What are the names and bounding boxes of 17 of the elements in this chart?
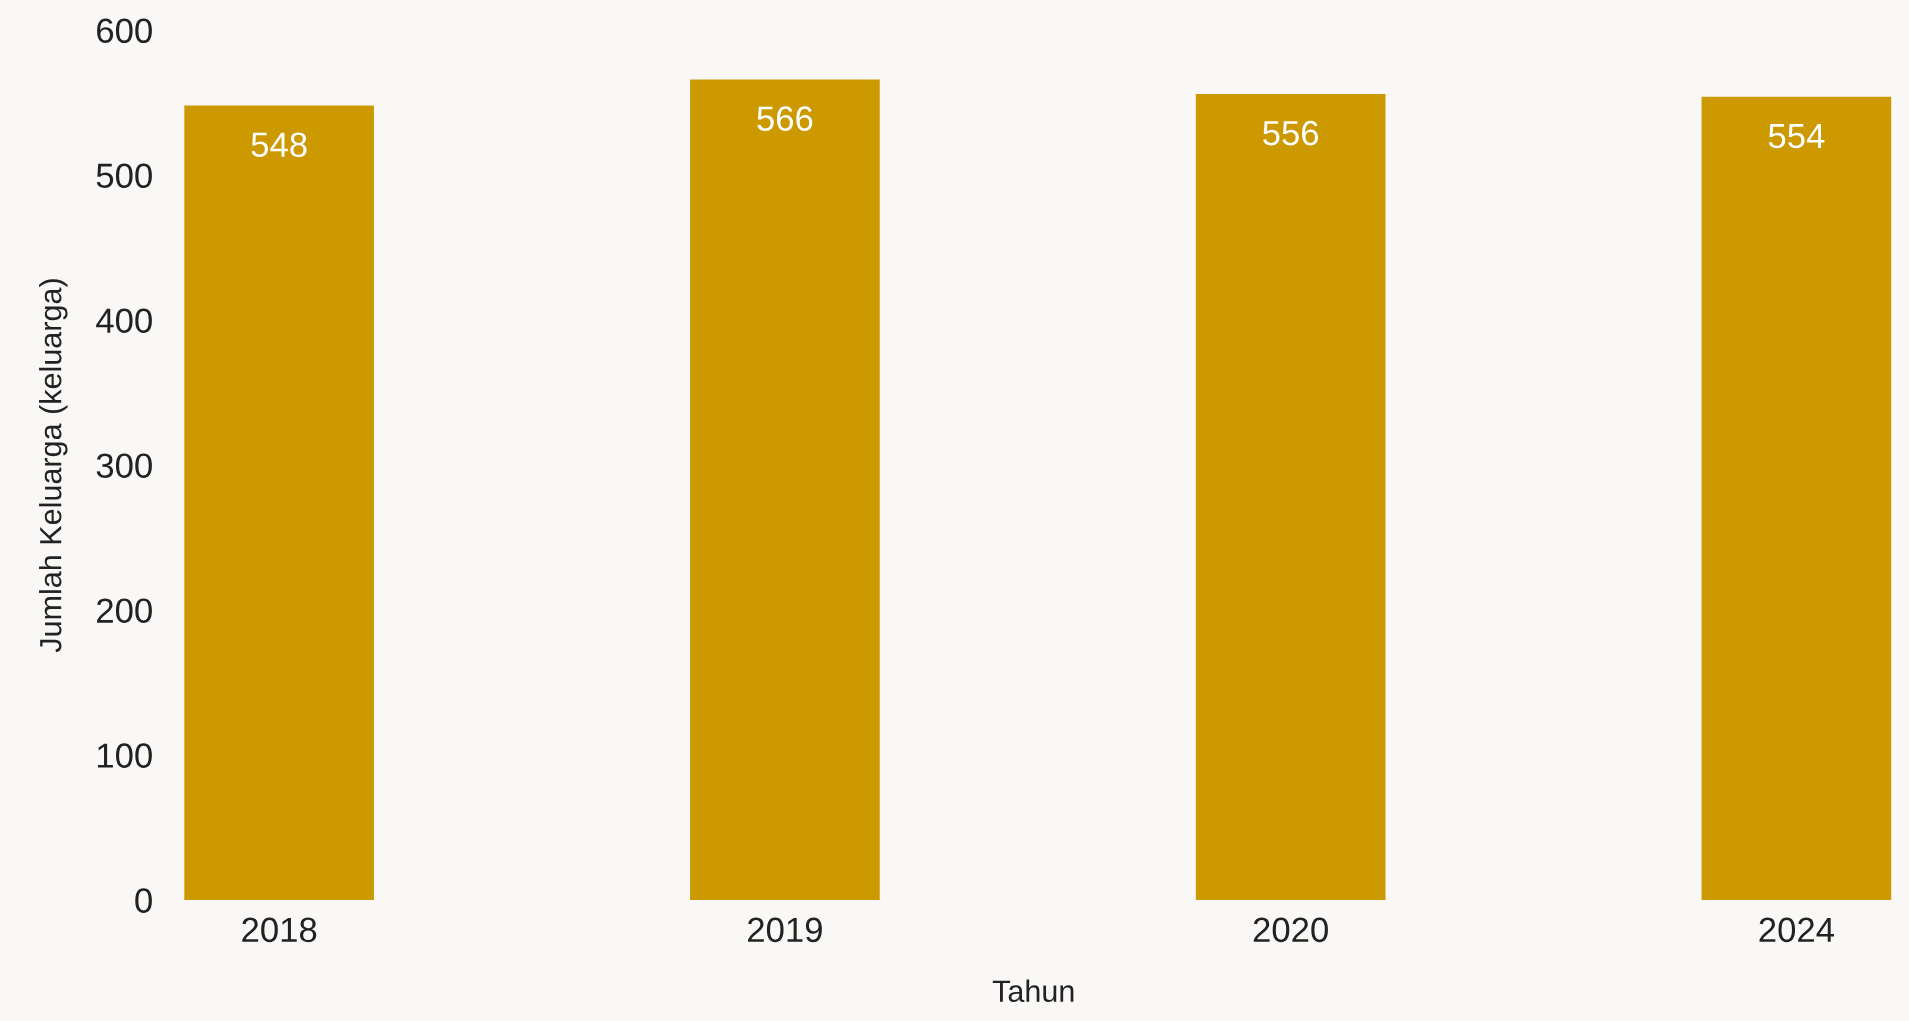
y-tick-label: 400 xyxy=(96,308,152,334)
y-axis-title: Jumlah Keluarga (keluarga) xyxy=(39,279,68,653)
data-label: 554 xyxy=(1768,124,1825,149)
y-tick-label: 200 xyxy=(97,598,152,623)
data-label: 548 xyxy=(251,132,307,157)
y-tick-label: 100 xyxy=(97,743,152,768)
x-tick-label: 2024 xyxy=(1759,917,1835,943)
y-tick-label: 500 xyxy=(96,163,152,189)
y-tick-label: 0 xyxy=(135,888,152,913)
x-tick-label: 2020 xyxy=(1253,917,1328,943)
y-tick-label: 600 xyxy=(97,18,152,44)
y-tick-label: 300 xyxy=(96,453,152,478)
x-axis-title: Tahun xyxy=(992,979,1074,1003)
x-tick-label: 2019 xyxy=(748,917,822,943)
x-tick-label: 2018 xyxy=(242,917,317,943)
data-label: 566 xyxy=(757,106,813,131)
data-label: 556 xyxy=(1263,120,1319,146)
